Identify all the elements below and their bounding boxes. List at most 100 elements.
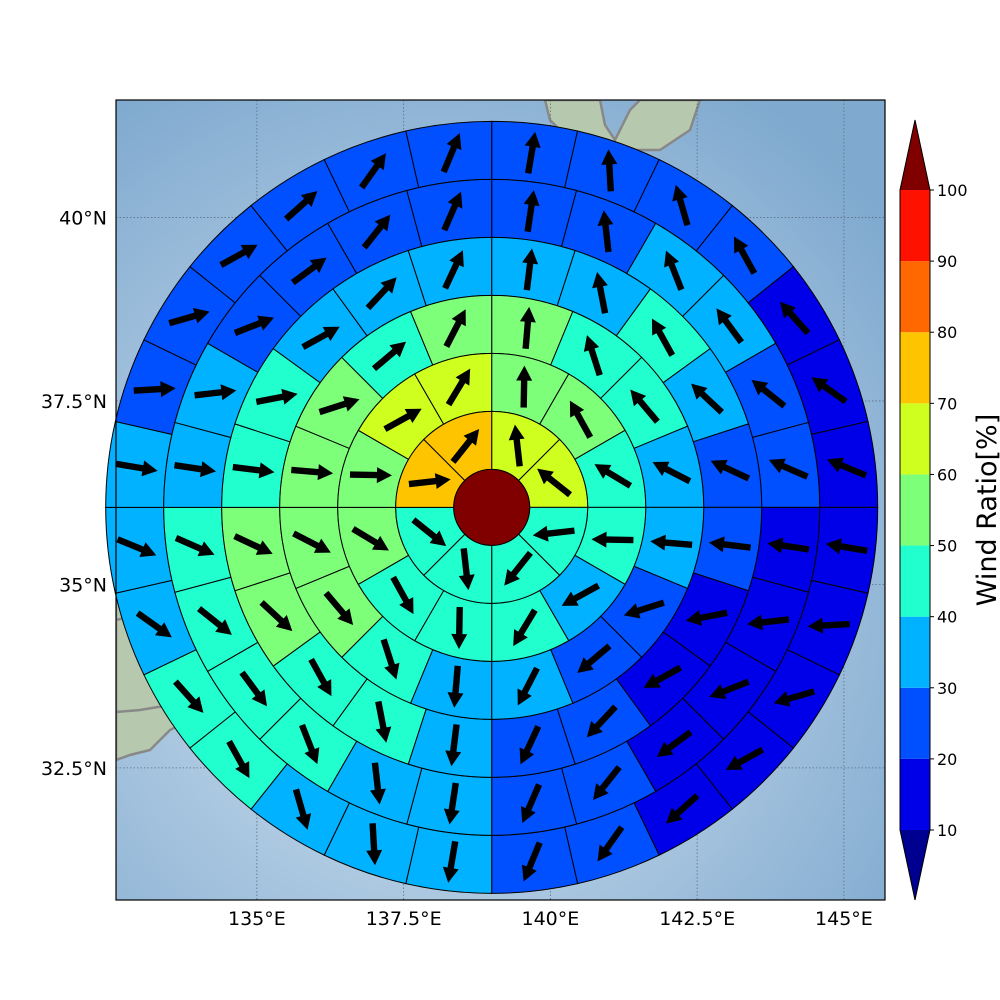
wind-arrow — [569, 400, 594, 439]
wind-arrow — [601, 149, 618, 192]
colorbar-title: Wind Ratio[%] — [972, 414, 1000, 606]
wind-arrow — [380, 638, 400, 680]
wind-arrow — [807, 617, 850, 634]
wind-arrow — [441, 191, 463, 232]
wind-arrow — [174, 461, 217, 478]
wind-arrow — [292, 530, 331, 553]
wind-arrow — [665, 793, 700, 824]
wind-arrow — [411, 517, 447, 547]
wind-arrow — [716, 308, 744, 345]
lon-tick-label: 137.5°E — [366, 908, 442, 930]
wind-arrow — [685, 609, 728, 626]
wind-arrow — [194, 384, 237, 401]
wind-arrow — [672, 184, 691, 227]
wind-arrow — [643, 664, 683, 688]
wind-arrow — [133, 381, 176, 398]
wind-arrow — [239, 670, 267, 707]
wind-arrow — [458, 548, 475, 591]
wind-arrow — [827, 457, 868, 479]
wind-arrow — [291, 464, 334, 481]
colorbar-tick-label: 90 — [937, 252, 957, 271]
latitude-tick-labels: 32.5°N 35°N 37.5°N 40°N — [41, 207, 107, 779]
colorbar-tick-label: 20 — [937, 750, 957, 769]
wind-arrow — [561, 582, 601, 606]
polar-sector — [491, 120, 579, 189]
wind-arrow — [597, 210, 614, 253]
wind-arrow — [323, 590, 354, 626]
wind-arrow — [447, 665, 464, 708]
wind-arrow — [135, 610, 172, 638]
wind-arrow — [592, 271, 609, 314]
lon-tick-label: 145°E — [815, 908, 873, 930]
colorbar-segment — [900, 687, 930, 759]
colorbar-tick-label: 10 — [937, 821, 957, 840]
wind-arrow — [811, 377, 848, 405]
wind-arrow — [656, 729, 693, 758]
colorbar-tick-label: 100 — [937, 181, 968, 200]
wind-arrow — [504, 550, 533, 586]
wind-arrow — [591, 531, 634, 548]
colorbar-segment — [900, 474, 930, 546]
wind-arrow — [233, 315, 275, 336]
wind-arrow — [442, 840, 459, 883]
wind-arrow — [747, 614, 790, 631]
wind-arrow — [440, 133, 462, 174]
wind-arrow — [537, 468, 573, 498]
wind-arrow — [519, 724, 542, 765]
wind-arrow — [259, 600, 293, 632]
wind-arrow — [523, 190, 540, 233]
wind-arrow — [371, 341, 407, 372]
lon-tick-label: 135°E — [228, 908, 286, 930]
colorbar: 10 20 30 40 50 60 70 80 90 100 — [899, 119, 968, 901]
wind-arrow — [232, 462, 275, 479]
wind-arrow — [767, 537, 810, 554]
wind-arrow — [115, 460, 158, 477]
wind-arrow — [445, 724, 462, 767]
wind-arrow — [650, 534, 693, 551]
wind-arrow — [825, 538, 868, 555]
colorbar-segment — [900, 403, 930, 475]
colorbar-extend-top — [900, 120, 930, 190]
lat-tick-label: 32.5°N — [41, 758, 107, 780]
wind-arrow — [442, 250, 464, 290]
polar-sector — [405, 826, 493, 894]
wind-arrow — [301, 326, 340, 350]
wind-arrow — [255, 388, 298, 406]
polar-sector-grid — [105, 120, 879, 894]
wind-arrow — [361, 214, 391, 250]
wind-arrow — [299, 723, 320, 765]
wind-arrow — [593, 765, 622, 801]
wind-arrow — [708, 536, 751, 553]
wind-arrow — [586, 704, 618, 738]
wind-arrow — [290, 257, 327, 286]
wind-arrow — [219, 244, 258, 268]
wind-arrow — [173, 679, 204, 713]
colorbar-extend-bottom — [900, 830, 930, 900]
wind-arrow — [751, 379, 787, 409]
wind-arrow — [369, 762, 386, 805]
wind-arrow — [443, 782, 460, 825]
wind-arrow — [522, 248, 539, 291]
wind-arrow — [779, 301, 811, 336]
colorbar-tick-label: 60 — [937, 465, 957, 484]
wind-arrow — [445, 368, 471, 407]
wind-arrow — [768, 458, 809, 480]
wind-arrow — [508, 424, 525, 467]
wind-arrow — [283, 191, 318, 222]
wind-arrow — [710, 459, 751, 482]
lon-tick-label: 140°E — [522, 908, 580, 930]
wind-arrow — [390, 575, 414, 615]
wind-arrow — [773, 688, 816, 707]
wind-arrow — [630, 389, 660, 424]
colorbar-segment — [900, 261, 930, 333]
wind-arrow — [443, 309, 466, 348]
wind-arrow — [450, 429, 480, 464]
wind-arrow — [725, 746, 765, 770]
wind-arrow — [520, 783, 543, 824]
longitude-tick-labels: 135°E 137.5°E 140°E 142.5°E 145°E — [228, 908, 873, 930]
center-disc — [453, 468, 531, 546]
lat-tick-label: 35°N — [59, 574, 107, 596]
lon-tick-label: 142.5°E — [659, 908, 735, 930]
wind-arrow — [519, 306, 536, 350]
